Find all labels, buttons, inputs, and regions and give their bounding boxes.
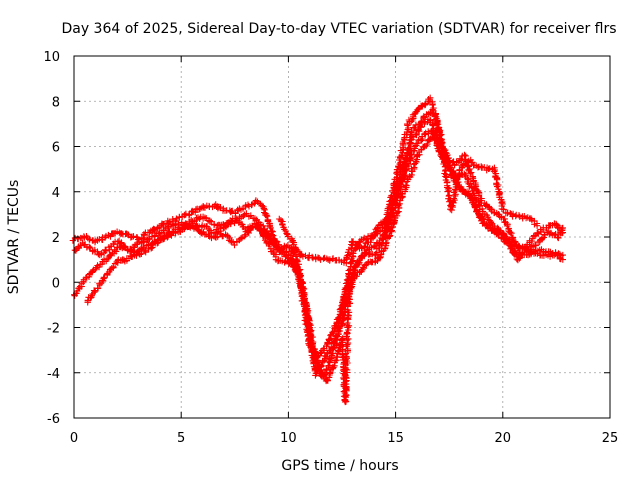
- y-tick-label: 6: [52, 141, 60, 156]
- x-tick-label: 15: [387, 431, 404, 446]
- y-tick-label: -6: [47, 412, 60, 427]
- y-tick-label: 10: [43, 50, 60, 65]
- y-axis-label: SDTVAR / TECUs: [6, 180, 22, 295]
- y-tick-label: 4: [52, 186, 60, 201]
- data-points: [69, 94, 566, 406]
- chart-title: Day 364 of 2025, Sidereal Day-to-day VTE…: [61, 21, 616, 37]
- x-tick-label: 0: [70, 431, 78, 446]
- y-tick-label: -2: [47, 322, 60, 337]
- y-tick-label: 2: [52, 231, 60, 246]
- x-tick-label: 25: [602, 431, 619, 446]
- y-tick-label: 8: [52, 95, 60, 110]
- axis-ticks: 0 5 10 15 20 25 -6 -4 -2 0 2 4 6 8 10: [43, 50, 618, 446]
- x-tick-label: 10: [280, 431, 297, 446]
- x-tick-label: 5: [177, 431, 185, 446]
- data-series-track-e: [276, 109, 541, 267]
- y-tick-label: -4: [47, 367, 60, 382]
- x-tick-label: 20: [495, 431, 512, 446]
- x-axis-label: GPS time / hours: [281, 458, 398, 474]
- y-tick-label: 0: [52, 276, 60, 291]
